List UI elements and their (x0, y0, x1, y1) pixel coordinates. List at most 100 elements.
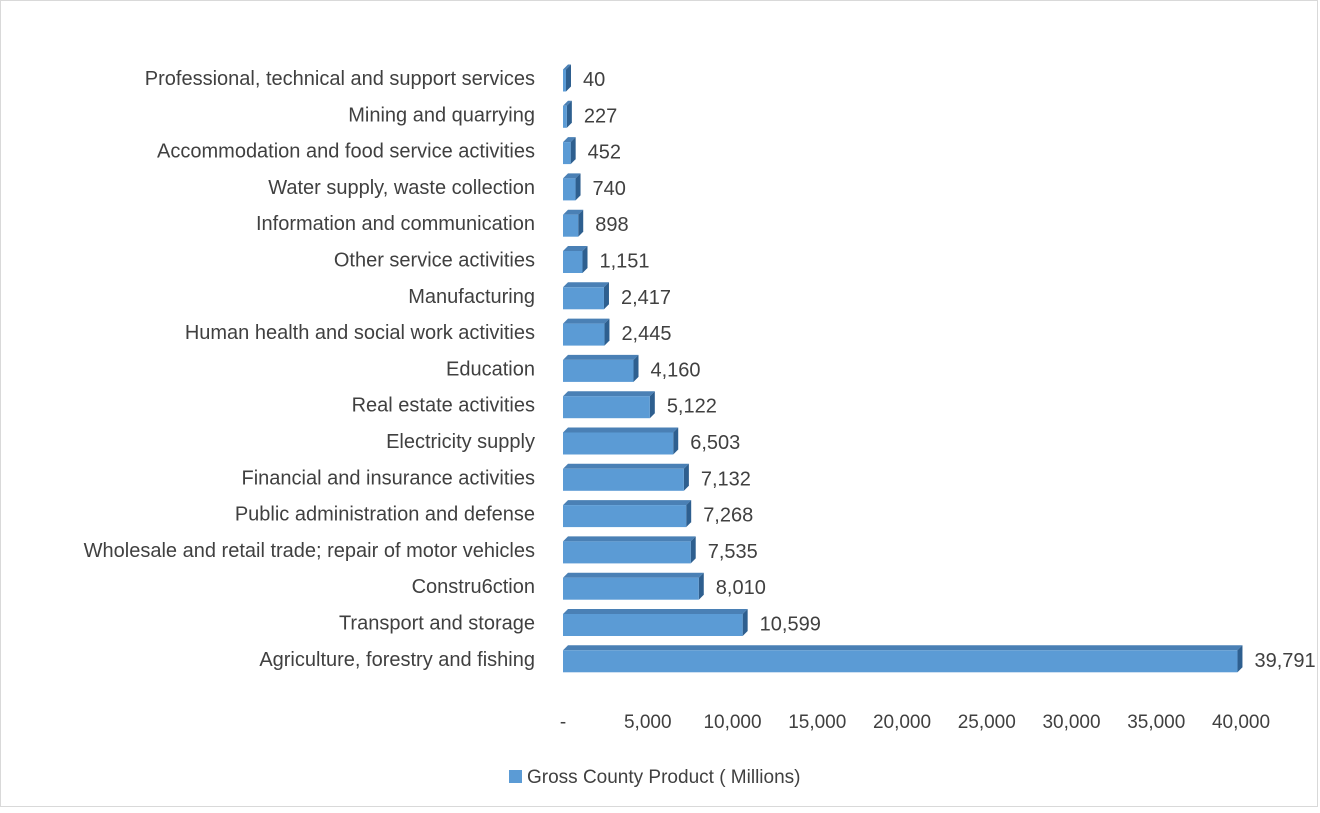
bar-front-face (563, 396, 650, 419)
bar-side-face (686, 500, 692, 528)
bar-front-face (563, 214, 579, 237)
bar-side-face (566, 100, 572, 128)
category-label: Real estate activities (352, 395, 535, 417)
category-label: Accommodation and food service activitie… (157, 141, 535, 163)
category-label: Constru6ction (412, 576, 535, 598)
legend: Gross County Product ( Millions) (509, 767, 800, 788)
x-tick-label: 5,000 (624, 712, 672, 733)
category-label: Public administration and defense (235, 504, 535, 526)
bar (563, 463, 689, 491)
bar-front-face (563, 105, 567, 128)
bar (563, 500, 692, 528)
category-label: Mining and quarrying (348, 104, 535, 126)
bar-side-face (683, 463, 689, 491)
bar-top-face (563, 536, 696, 542)
bar (563, 246, 588, 273)
legend-swatch (509, 770, 522, 783)
category-label: Transport and storage (339, 613, 535, 635)
bar-top-face (563, 173, 581, 179)
bar-front-face (563, 287, 604, 310)
bar-top-face (563, 463, 689, 469)
bar-side-face (603, 282, 609, 310)
data-label: 10,599 (760, 614, 821, 636)
category-label: Wholesale and retail trade; repair of mo… (84, 540, 535, 562)
x-tick-label: 35,000 (1127, 712, 1185, 733)
data-label: 898 (595, 214, 628, 236)
bar-side-face (673, 427, 679, 455)
category-label: Agriculture, forestry and fishing (259, 649, 535, 671)
bar-side-face (649, 391, 655, 419)
data-label: 740 (593, 178, 626, 200)
bar-top-face (563, 427, 679, 433)
x-tick-label: 30,000 (1042, 712, 1100, 733)
data-label: 5,122 (667, 396, 717, 418)
bar (563, 427, 679, 455)
bar-front-face (563, 323, 605, 346)
category-label: Information and communication (256, 213, 535, 235)
bar-front-face (563, 614, 743, 636)
bar (563, 354, 639, 382)
bar-top-face (563, 64, 571, 70)
data-label: 227 (584, 105, 617, 127)
bar (563, 572, 704, 600)
bar (563, 609, 748, 636)
data-label: 2,445 (621, 323, 671, 345)
bar (563, 64, 571, 92)
bar-front-face (563, 541, 691, 564)
bar-side-face (582, 246, 588, 273)
data-labels: 40 227 452 740 898 1,151 2,417 2,445 4,160 5,122 6… (583, 69, 1316, 672)
category-label: Other service activities (334, 250, 535, 272)
category-label: Professional, technical and support serv… (145, 68, 535, 90)
bar-front-face (563, 505, 687, 528)
bar (563, 209, 584, 237)
bar-top-face (563, 246, 588, 251)
category-label: Education (446, 358, 535, 380)
bar-front-face (563, 468, 684, 491)
bar-top-face (563, 318, 610, 324)
bar (563, 318, 610, 346)
bar-top-face (563, 645, 1243, 651)
bar-front-face (563, 359, 634, 382)
bar (563, 173, 581, 201)
x-tick-label: 10,000 (703, 712, 761, 733)
data-label: 6,503 (690, 432, 740, 454)
bar-top-face (563, 100, 572, 106)
bar-front-face (563, 142, 571, 165)
bar-side-face (698, 572, 704, 600)
data-label: 7,132 (701, 468, 751, 490)
bar-top-face (563, 354, 639, 360)
category-label: Human health and social work activities (185, 322, 535, 344)
bar-top-face (563, 500, 692, 506)
legend-label: Gross County Product ( Millions) (527, 767, 800, 788)
category-label: Manufacturing (408, 286, 535, 308)
bar-front-face (563, 251, 583, 273)
bar (563, 391, 655, 419)
x-tick-label: 40,000 (1212, 712, 1270, 733)
bar-side-face (575, 173, 581, 201)
data-label: 1,151 (600, 251, 650, 273)
bar-side-face (604, 318, 610, 346)
category-label: Water supply, waste collection (268, 177, 535, 199)
bars (563, 64, 1243, 673)
x-tick-label: 20,000 (873, 712, 931, 733)
x-axis-ticks: - 5,000 10,000 15,000 20,000 25,000 30,000 35,0… (560, 712, 1270, 733)
bar-top-face (563, 609, 748, 614)
data-label: 39,791 (1254, 650, 1315, 672)
data-label: 7,535 (708, 541, 758, 563)
bar (563, 645, 1243, 673)
bar-side-face (578, 209, 584, 237)
bar-front-face (563, 650, 1238, 673)
bar-side-face (633, 354, 639, 382)
data-label: 2,417 (621, 287, 671, 309)
x-tick-label: 25,000 (958, 712, 1016, 733)
bar-side-face (742, 609, 748, 636)
data-label: 40 (583, 69, 605, 91)
bar-top-face (563, 209, 584, 215)
bar-top-face (563, 572, 704, 578)
x-tick-label: - (560, 712, 566, 733)
bar-side-face (566, 64, 571, 92)
bar-side-face (1237, 645, 1243, 673)
category-labels: Professional, technical and support serv… (84, 68, 535, 671)
bar-front-face (563, 69, 566, 92)
